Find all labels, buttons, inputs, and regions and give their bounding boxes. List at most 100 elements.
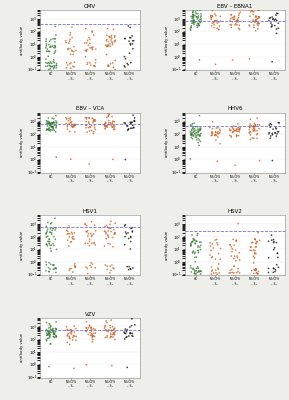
Point <box>234 19 239 25</box>
Point <box>236 12 241 18</box>
Point <box>271 16 275 22</box>
Point <box>46 119 51 126</box>
Point <box>48 229 53 236</box>
Point <box>195 24 200 31</box>
Point <box>54 333 59 340</box>
Point <box>234 126 239 133</box>
Point <box>193 127 198 133</box>
Point <box>47 122 52 129</box>
Point <box>191 14 196 20</box>
Point <box>274 30 279 36</box>
Point <box>237 127 242 133</box>
Point <box>53 215 57 222</box>
Point <box>190 232 194 238</box>
Point <box>67 333 71 340</box>
Point <box>195 16 200 22</box>
Point <box>194 130 199 136</box>
Point <box>209 16 214 22</box>
Point <box>199 14 203 20</box>
Point <box>235 253 239 259</box>
Point <box>251 123 256 129</box>
Point <box>189 269 194 275</box>
Y-axis label: antibody value: antibody value <box>21 333 25 362</box>
Point <box>191 237 196 243</box>
Point <box>66 243 71 249</box>
Point <box>274 26 279 32</box>
Point <box>210 130 215 137</box>
Point <box>253 267 257 274</box>
Point <box>65 126 70 132</box>
Point <box>44 223 49 230</box>
Point <box>105 124 110 130</box>
Point <box>198 138 203 145</box>
Point <box>49 124 54 130</box>
Point <box>47 260 51 266</box>
Point <box>50 227 54 234</box>
Point <box>105 26 110 32</box>
Point <box>65 237 70 243</box>
Point <box>48 245 53 252</box>
Point <box>234 132 239 138</box>
Point <box>253 14 258 20</box>
Point <box>191 20 195 26</box>
Point <box>47 325 51 331</box>
Point <box>267 122 272 128</box>
Point <box>103 120 108 127</box>
Point <box>85 228 90 234</box>
Point <box>199 271 203 277</box>
Point <box>253 244 258 250</box>
Point <box>90 261 95 267</box>
Point <box>47 240 51 247</box>
Point <box>84 116 89 122</box>
Point <box>275 10 280 17</box>
Point <box>236 124 240 131</box>
Point <box>199 11 203 17</box>
Point <box>234 132 239 138</box>
Point <box>54 62 58 68</box>
Point <box>127 50 132 56</box>
Point <box>230 269 235 276</box>
Point <box>53 48 58 54</box>
Point <box>48 226 53 232</box>
Point <box>218 18 223 24</box>
Point <box>90 336 95 343</box>
Point <box>217 130 222 136</box>
Point <box>189 24 193 30</box>
Point <box>251 24 256 30</box>
Point <box>73 129 77 135</box>
Point <box>51 334 56 340</box>
Point <box>72 59 77 66</box>
Point <box>52 50 56 56</box>
Point <box>44 48 49 54</box>
Point <box>230 18 235 25</box>
Point <box>106 240 110 247</box>
Point <box>213 256 218 262</box>
Point <box>90 29 95 36</box>
Point <box>194 238 198 244</box>
Point <box>128 330 132 336</box>
Point <box>48 266 52 272</box>
Point <box>130 224 134 231</box>
Point <box>252 126 257 132</box>
Point <box>46 60 51 66</box>
Point <box>46 118 50 124</box>
Point <box>209 14 213 21</box>
Point <box>210 254 215 260</box>
Point <box>208 240 212 246</box>
Point <box>218 13 223 20</box>
Point <box>47 239 51 245</box>
Point <box>256 7 261 14</box>
Point <box>251 22 256 28</box>
Point <box>45 332 50 338</box>
Point <box>132 118 137 124</box>
Point <box>218 126 222 133</box>
Point <box>128 35 133 41</box>
Point <box>69 327 73 333</box>
Point <box>51 57 56 63</box>
Point <box>64 324 69 330</box>
Point <box>90 339 95 345</box>
Point <box>130 33 134 39</box>
Point <box>89 326 94 333</box>
Point <box>197 137 201 143</box>
Point <box>208 252 212 258</box>
